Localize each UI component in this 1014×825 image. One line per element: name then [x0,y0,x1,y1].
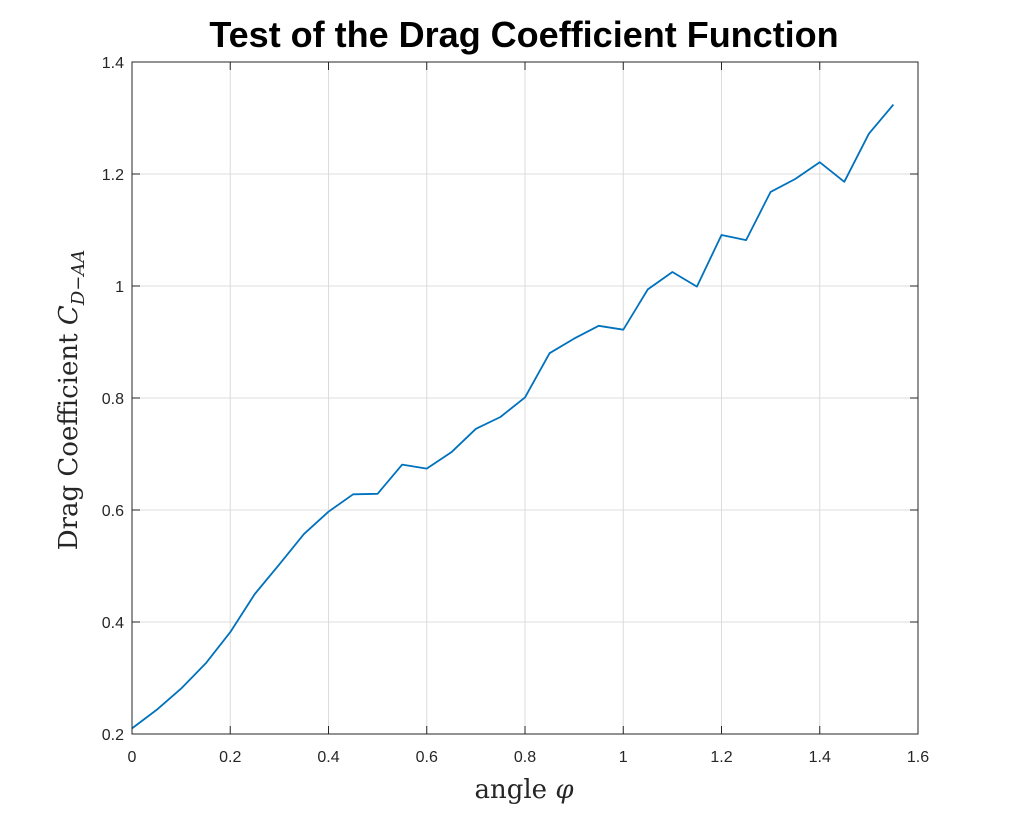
y-tick-label: 0.2 [102,727,124,744]
y-tick-label: 0.4 [102,615,124,632]
y-tick-label: 0.6 [102,503,124,520]
y-axis-label: Drag Coefficient CD−AA [54,250,89,551]
y-label-subscript: D−AA [68,250,89,307]
series-layer [131,104,895,730]
chart-title: Test of the Drag Coefficient Function [209,14,838,55]
x-tick-label: 0.4 [317,749,339,766]
tick-marks [131,61,919,735]
y-label-text: Drag Coefficient [54,325,84,550]
x-label-symbol: φ [555,775,574,805]
x-tick-label: 0.2 [219,749,241,766]
x-tick-label: 0.8 [514,749,536,766]
x-tick-label: 1.2 [710,749,732,766]
y-label-symbol: C [54,305,84,325]
x-axis-label: angle φ [474,775,574,805]
x-tick-label: 1.6 [907,749,929,766]
x-tick-labels: 0 0.2 0.4 0.6 0.8 1 1.2 1.4 1.6 [128,749,930,766]
y-tick-label: 1.4 [102,55,124,72]
x-label-text: angle [474,775,555,805]
data-series-line [131,104,895,730]
x-tick-label: 0 [128,749,137,766]
x-tick-label: 1 [619,749,628,766]
y-tick-label: 1 [115,279,124,296]
y-tick-labels: 0.2 0.4 0.6 0.8 1 1.2 1.4 [102,55,124,744]
x-tick-label: 0.6 [416,749,438,766]
y-tick-label: 1.2 [102,167,124,184]
x-tick-label: 1.4 [809,749,831,766]
y-tick-label: 0.8 [102,391,124,408]
